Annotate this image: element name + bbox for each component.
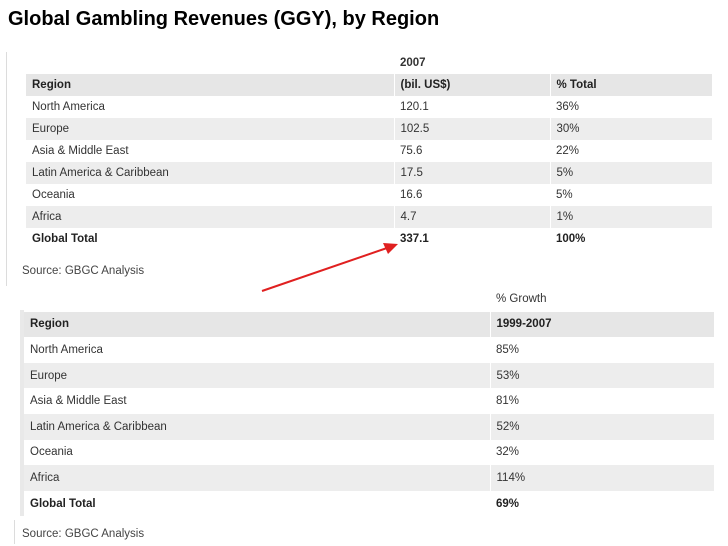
header-percent-total: % Total	[550, 74, 712, 96]
region-cell: Africa	[24, 465, 491, 491]
percent-cell: 1%	[550, 206, 712, 228]
table-row: Latin America & Caribbean 52%	[24, 413, 714, 440]
revenue-cell: 16.6	[400, 189, 423, 201]
growth-cell: 53%	[490, 362, 714, 389]
table-row: Latin America & Caribbean 17.5 5%	[26, 162, 712, 184]
region-cell: North America	[30, 343, 103, 356]
header-period: 1999-2007	[490, 311, 714, 338]
growth-cell: 32%	[496, 446, 520, 459]
revenue-cell: 75.6	[400, 145, 423, 157]
region-cell: Europe	[24, 362, 491, 389]
region-cell: Oceania	[32, 189, 75, 201]
percent-cell: 30%	[550, 118, 712, 140]
growth-cell: 85%	[496, 343, 520, 356]
table-header-row: Region (bil. US$) % Total	[26, 74, 712, 96]
revenue-cell: 17.5	[394, 162, 551, 184]
slide-title: Global Gambling Revenues (GGY), by Regio…	[8, 8, 440, 30]
left-rule-bottom	[14, 520, 15, 544]
growth-table: % Growth Region 1999-2007 North America …	[24, 286, 714, 516]
header-cell-year: 2007	[400, 57, 426, 69]
source-note: Source: GBGC Analysis	[22, 528, 145, 540]
table-row: Asia & Middle East 81%	[24, 388, 714, 414]
table-row: Europe 102.5 30%	[26, 118, 712, 140]
total-label: Global Total	[30, 497, 96, 510]
header-cell-growth: % Growth	[496, 292, 547, 305]
header-revenue: (bil. US$)	[394, 74, 551, 96]
table-row: Asia & Middle East 75.6 22%	[26, 140, 712, 162]
percent-cell: 5%	[550, 162, 712, 184]
total-revenue: 337.1	[400, 233, 429, 245]
growth-cell: 52%	[490, 413, 714, 440]
growth-cell: 114%	[490, 465, 714, 491]
table-row: North America 85%	[24, 337, 714, 363]
header-region: Region	[26, 74, 395, 96]
region-cell: Latin America & Caribbean	[26, 162, 395, 184]
table-row: Africa 4.7 1%	[26, 206, 712, 228]
left-rule	[6, 52, 7, 286]
region-cell: North America	[32, 101, 105, 113]
percent-cell: 5%	[556, 189, 573, 201]
revenue-cell: 120.1	[400, 101, 429, 113]
table2-left-band	[20, 310, 24, 516]
table-total-row: Global Total 337.1 100%	[26, 228, 712, 250]
table-header-top-row: % Growth	[24, 286, 714, 312]
table-header-top-row: 2007	[26, 52, 712, 74]
header-cell	[24, 286, 490, 312]
total-growth: 69%	[496, 497, 520, 510]
region-cell: Europe	[26, 118, 395, 140]
region-cell: Asia & Middle East	[32, 145, 129, 157]
total-label: Global Total	[32, 233, 98, 245]
header-cell	[26, 52, 394, 74]
table-total-row: Global Total 69%	[24, 491, 714, 517]
table-row: North America 120.1 36%	[26, 96, 712, 118]
revenue-cell: 4.7	[394, 206, 551, 228]
region-cell: Latin America & Caribbean	[24, 413, 491, 440]
header-region: Region	[24, 311, 491, 338]
percent-cell: 36%	[556, 101, 580, 113]
table-header-row: Region 1999-2007	[24, 311, 714, 338]
growth-cell: 81%	[496, 395, 520, 408]
table-row: Oceania 32%	[24, 440, 714, 466]
table-row: Oceania 16.6 5%	[26, 184, 712, 206]
header-cell	[550, 52, 712, 74]
revenue-cell: 102.5	[394, 118, 551, 140]
region-cell: Oceania	[30, 446, 73, 459]
percent-cell: 22%	[556, 145, 580, 157]
revenue-table: 2007 Region (bil. US$) % Total North Ame…	[26, 52, 712, 250]
table-row: Africa 114%	[24, 465, 714, 491]
arrow-shaft	[261, 247, 388, 292]
region-cell: Africa	[26, 206, 395, 228]
table-row: Europe 53%	[24, 362, 714, 389]
region-cell: Asia & Middle East	[30, 395, 127, 408]
total-percent: 100%	[556, 233, 586, 245]
source-note: Source: GBGC Analysis	[22, 265, 145, 277]
